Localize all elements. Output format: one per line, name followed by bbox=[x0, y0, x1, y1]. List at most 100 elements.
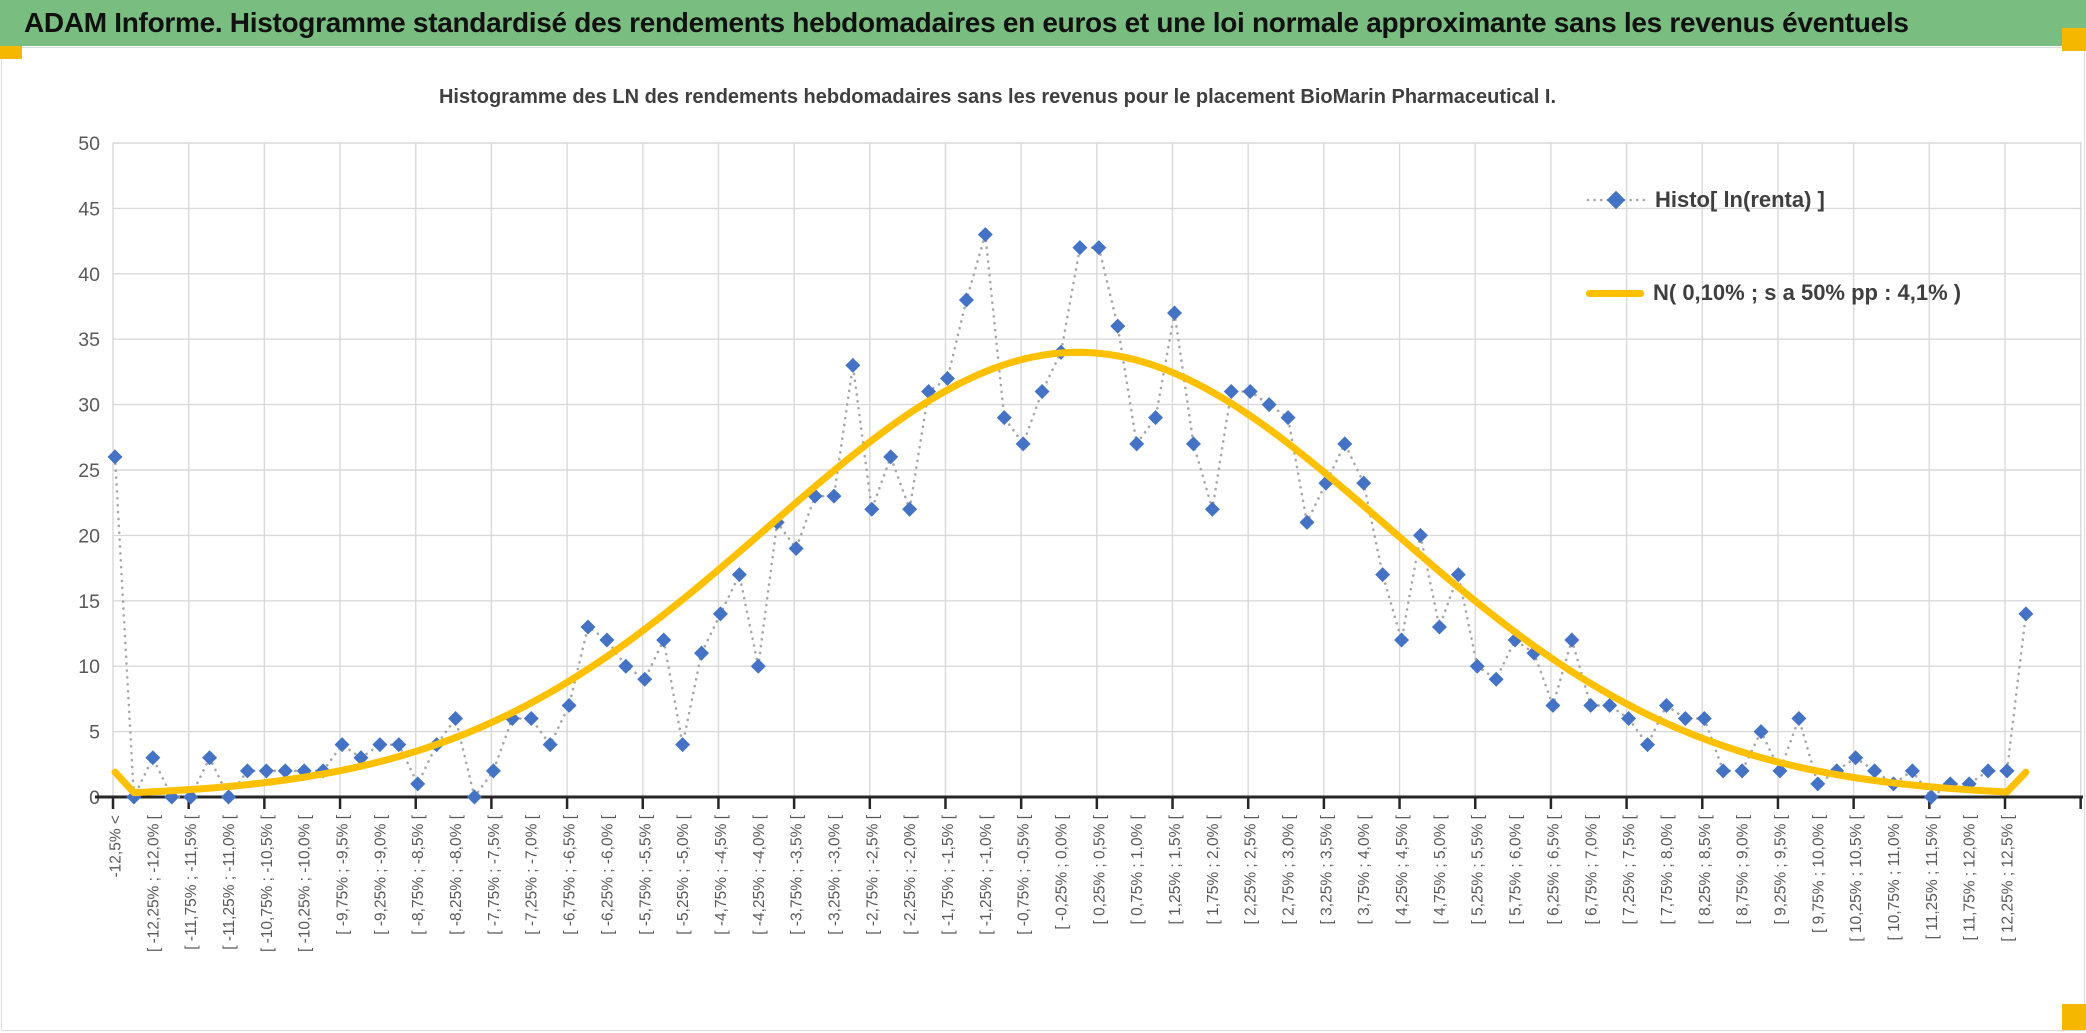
selection-handle-top-right[interactable] bbox=[2062, 28, 2086, 51]
normal-curve-line[interactable] bbox=[111, 348, 2030, 797]
y-axis-tick-label: 10 bbox=[78, 656, 100, 678]
data-point-diamond[interactable] bbox=[883, 449, 899, 465]
data-point-diamond[interactable] bbox=[1280, 410, 1296, 426]
data-point-diamond[interactable] bbox=[694, 645, 710, 661]
data-point-diamond[interactable] bbox=[107, 449, 123, 465]
data-point-diamond[interactable] bbox=[1583, 697, 1599, 713]
data-point-diamond[interactable] bbox=[1091, 240, 1107, 256]
data-point-diamond[interactable] bbox=[1242, 384, 1258, 400]
title-bar: ADAM Informe. Histogramme standardisé de… bbox=[0, 0, 2086, 46]
data-point-diamond[interactable] bbox=[1431, 619, 1447, 635]
data-point-diamond[interactable] bbox=[1394, 632, 1410, 648]
data-point-diamond[interactable] bbox=[1148, 410, 1164, 426]
data-point-diamond[interactable] bbox=[239, 763, 255, 779]
data-point-diamond[interactable] bbox=[1923, 789, 1939, 805]
data-point-diamond[interactable] bbox=[1110, 318, 1126, 334]
data-point-diamond[interactable] bbox=[826, 488, 842, 504]
data-point-diamond[interactable] bbox=[1469, 658, 1485, 674]
data-point-diamond[interactable] bbox=[258, 763, 274, 779]
data-point-diamond[interactable] bbox=[1677, 711, 1693, 727]
data-point-diamond[interactable] bbox=[466, 789, 482, 805]
data-point-diamond[interactable] bbox=[277, 763, 293, 779]
data-point-diamond[interactable] bbox=[1337, 436, 1353, 452]
x-axis-tick-label: [ 10,75% ; 11,0% [ bbox=[1886, 814, 1903, 940]
data-point-diamond[interactable] bbox=[1015, 436, 1031, 452]
data-point-diamond[interactable] bbox=[2018, 606, 2034, 622]
data-point-diamond[interactable] bbox=[1356, 475, 1372, 491]
data-point-diamond[interactable] bbox=[637, 671, 653, 687]
data-point-diamond[interactable] bbox=[788, 540, 804, 556]
data-point-diamond[interactable] bbox=[1999, 763, 2015, 779]
data-point-diamond[interactable] bbox=[1904, 763, 1920, 779]
data-point-diamond[interactable] bbox=[1204, 501, 1220, 517]
data-point-diamond[interactable] bbox=[1621, 711, 1637, 727]
x-axis-tick-label: [ 7,75% ; 8,0% [ bbox=[1659, 814, 1676, 924]
x-axis-tick-label: [ 6,25% ; 6,5% [ bbox=[1545, 814, 1562, 924]
legend-item-histogram[interactable]: Histo[ ln(renta) ] bbox=[1586, 178, 2056, 222]
data-point-diamond[interactable] bbox=[372, 737, 388, 753]
data-point-diamond[interactable] bbox=[1564, 632, 1580, 648]
y-axis-tick-label: 50 bbox=[78, 133, 100, 155]
data-point-diamond[interactable] bbox=[1299, 514, 1315, 530]
x-axis-tick-label: [ -12,25% ; -12,0% [ bbox=[145, 814, 162, 952]
x-axis-tick-label: [ -4,25% ; -4,0% [ bbox=[751, 814, 768, 934]
data-point-diamond[interactable] bbox=[864, 501, 880, 517]
data-point-diamond[interactable] bbox=[1167, 305, 1183, 321]
data-point-diamond[interactable] bbox=[675, 737, 691, 753]
x-axis-tick-label: [ 7,25% ; 7,5% [ bbox=[1621, 814, 1638, 924]
data-point-diamond[interactable] bbox=[1185, 436, 1201, 452]
data-point-diamond[interactable] bbox=[1980, 763, 1996, 779]
data-point-diamond[interactable] bbox=[902, 501, 918, 517]
data-point-diamond[interactable] bbox=[542, 737, 558, 753]
x-axis-tick-label: [ 11,25% ; 11,5% [ bbox=[1924, 814, 1941, 939]
chart-frame[interactable] bbox=[1, 47, 2085, 1031]
data-point-diamond[interactable] bbox=[1412, 527, 1428, 543]
data-point-diamond[interactable] bbox=[712, 606, 728, 622]
data-point-diamond[interactable] bbox=[1753, 724, 1769, 740]
x-axis-tick-label: [ 10,25% ; 10,5% [ bbox=[1848, 814, 1865, 941]
data-point-diamond[interactable] bbox=[1072, 240, 1088, 256]
data-point-diamond[interactable] bbox=[1375, 567, 1391, 583]
data-point-diamond[interactable] bbox=[1867, 763, 1883, 779]
x-axis-tick-label: [ -10,25% ; -10,0% [ bbox=[297, 814, 314, 952]
data-point-diamond[interactable] bbox=[410, 776, 426, 792]
chart-title[interactable]: Histogramme des LN des rendements hebdom… bbox=[438, 86, 1557, 108]
data-point-diamond[interactable] bbox=[845, 357, 861, 373]
data-point-diamond[interactable] bbox=[1734, 763, 1750, 779]
data-point-diamond[interactable] bbox=[599, 632, 615, 648]
data-point-diamond[interactable] bbox=[750, 658, 766, 674]
data-point-diamond[interactable] bbox=[221, 789, 237, 805]
data-point-diamond[interactable] bbox=[1715, 763, 1731, 779]
data-point-diamond[interactable] bbox=[448, 711, 464, 727]
selection-handle-top-left[interactable] bbox=[0, 46, 22, 59]
data-point-diamond[interactable] bbox=[485, 763, 501, 779]
selection-handle-bottom-right[interactable] bbox=[2062, 1004, 2086, 1030]
x-axis-tick-label: [ -9,25% ; -9,0% [ bbox=[372, 814, 389, 934]
data-point-diamond[interactable] bbox=[1488, 671, 1504, 687]
data-point-diamond[interactable] bbox=[145, 750, 161, 766]
data-point-diamond[interactable] bbox=[977, 227, 993, 243]
data-point-diamond[interactable] bbox=[618, 658, 634, 674]
data-point-diamond[interactable] bbox=[958, 292, 974, 308]
data-point-diamond[interactable] bbox=[1791, 711, 1807, 727]
data-point-diamond[interactable] bbox=[1810, 776, 1826, 792]
data-point-diamond[interactable] bbox=[1034, 384, 1050, 400]
data-point-diamond[interactable] bbox=[580, 619, 596, 635]
data-point-diamond[interactable] bbox=[561, 697, 577, 713]
data-point-diamond[interactable] bbox=[1658, 697, 1674, 713]
legend-item-normal-curve[interactable]: N( 0,10% ; s a 50% pp : 4,1% ) bbox=[1586, 271, 2056, 315]
data-point-diamond[interactable] bbox=[1261, 397, 1277, 413]
y-axis-tick-label: 20 bbox=[78, 525, 100, 547]
data-point-diamond[interactable] bbox=[1696, 711, 1712, 727]
data-point-diamond[interactable] bbox=[523, 711, 539, 727]
data-point-diamond[interactable] bbox=[334, 737, 350, 753]
data-point-diamond[interactable] bbox=[1640, 737, 1656, 753]
data-point-diamond[interactable] bbox=[202, 750, 218, 766]
data-point-diamond[interactable] bbox=[1545, 697, 1561, 713]
data-point-diamond[interactable] bbox=[731, 567, 747, 583]
data-point-diamond[interactable] bbox=[996, 410, 1012, 426]
data-point-diamond[interactable] bbox=[1848, 750, 1864, 766]
data-point-diamond[interactable] bbox=[391, 737, 407, 753]
data-point-diamond[interactable] bbox=[656, 632, 672, 648]
